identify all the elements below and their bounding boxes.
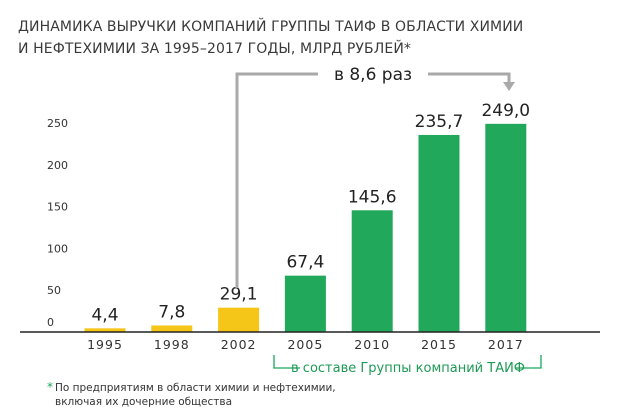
x-tick-label: 2017 bbox=[488, 337, 524, 352]
y-tick-label: 50 bbox=[47, 284, 61, 297]
data-label: 235,7 bbox=[415, 112, 464, 132]
y-tick-label: 250 bbox=[47, 117, 68, 130]
bar-2017 bbox=[485, 123, 527, 332]
data-label: 67,4 bbox=[286, 253, 324, 273]
bars bbox=[84, 123, 527, 332]
bar-2015 bbox=[418, 134, 460, 332]
data-label: 145,6 bbox=[348, 187, 397, 207]
x-tick-label: 1995 bbox=[87, 337, 123, 352]
chart-title-line1: ДИНАМИКА ВЫРУЧКИ КОМПАНИЙ ГРУППЫ ТАИФ В … bbox=[18, 17, 523, 35]
bar-1995 bbox=[84, 328, 126, 332]
x-tick-label: 2010 bbox=[354, 337, 390, 352]
growth-annotation: в 8,6 раз bbox=[235, 65, 515, 288]
data-label: 249,0 bbox=[481, 101, 530, 121]
bar-1998 bbox=[151, 325, 193, 332]
data-label: 4,4 bbox=[91, 305, 118, 325]
x-tick-label: 1998 bbox=[154, 337, 190, 352]
bar-2010 bbox=[351, 210, 393, 332]
group-bracket: в составе Группы компаний ТАИФ bbox=[273, 355, 542, 376]
y-tick-label: 100 bbox=[47, 242, 68, 255]
y-tick-label: 200 bbox=[47, 159, 68, 172]
bracket-left bbox=[273, 355, 300, 369]
bracket-right bbox=[515, 355, 542, 369]
data-label: 7,8 bbox=[158, 302, 185, 322]
footnote-line2: включая их дочерние общества bbox=[55, 396, 232, 408]
bar-2002 bbox=[218, 307, 260, 332]
footnote-line1: По предприятиям в области химии и нефтех… bbox=[55, 382, 336, 394]
y-tick-label: 150 bbox=[47, 201, 68, 214]
x-tick-label: 2005 bbox=[287, 337, 323, 352]
x-tick-label: 2015 bbox=[421, 337, 457, 352]
data-label: 29,1 bbox=[220, 285, 258, 305]
y-tick-label: 0 bbox=[47, 316, 54, 329]
y-axis: 0 50 100 150 200 250 bbox=[47, 117, 68, 329]
x-axis: 1995 1998 2002 2005 2010 2015 2017 bbox=[87, 337, 524, 352]
bar-2005 bbox=[284, 275, 326, 332]
footnote: * По предприятиям в области химии и нефт… bbox=[47, 380, 336, 408]
footnote-star: * bbox=[47, 380, 53, 394]
group-label: в составе Группы компаний ТАИФ bbox=[291, 361, 525, 376]
growth-arrow-line-right bbox=[428, 72, 511, 84]
chart-title-line2: И НЕФТЕХИМИИ ЗА 1995–2017 ГОДЫ, МЛРД РУБ… bbox=[18, 39, 411, 57]
data-labels: 4,4 7,8 29,1 67,4 145,6 235,7 249,0 bbox=[91, 101, 530, 325]
growth-arrow-line bbox=[235, 72, 318, 288]
arrow-head-icon bbox=[503, 82, 515, 91]
x-tick-label: 2002 bbox=[221, 337, 257, 352]
growth-annotation-label: в 8,6 раз bbox=[334, 65, 412, 85]
